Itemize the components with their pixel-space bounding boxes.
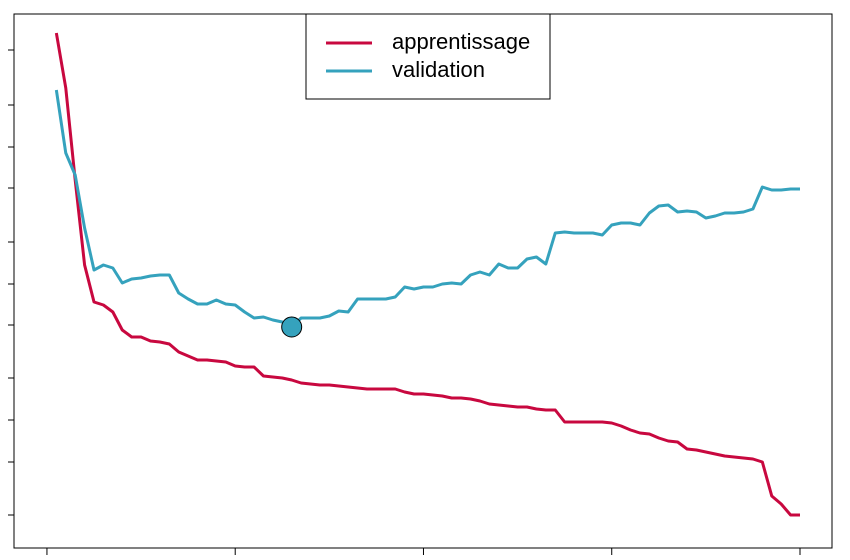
legend-label: apprentissage xyxy=(392,29,530,54)
line xyxy=(54,89,800,329)
legend-box xyxy=(305,13,551,100)
min-marker xyxy=(281,316,303,338)
legend-label: validation xyxy=(392,57,485,82)
line xyxy=(54,32,800,517)
